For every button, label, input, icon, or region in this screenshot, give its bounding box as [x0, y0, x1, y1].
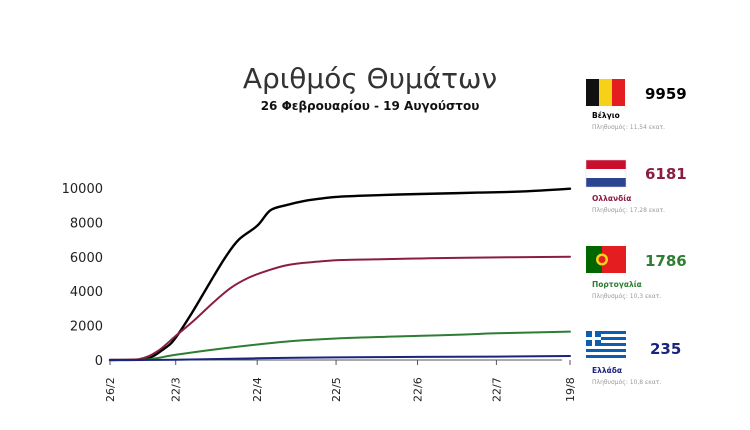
- x-tick-label: 19/8: [564, 377, 577, 402]
- series-line-greece: [109, 355, 571, 361]
- y-tick-label: 10000: [62, 182, 103, 197]
- legend-name-netherlands: Ολλανδία: [592, 194, 631, 203]
- legend-item-portugal: 1786 Πορτογαλία Πληθυσμός: 10,3 εκατ.: [586, 246, 687, 300]
- x-tick-label: 22/4: [251, 377, 264, 402]
- y-tick-label: 2000: [70, 320, 103, 335]
- series-line-portugal: [109, 330, 571, 361]
- axis-layer: 0 2000 4000 6000 8000 10000 26/2 22/3 22/4 22/5 22…: [62, 182, 577, 402]
- legend-note-greece: Πληθυσμός: 10,8 εκατ.: [592, 379, 661, 386]
- legend-name-portugal: Πορτογαλία: [592, 280, 642, 289]
- legend-item-greece: 235 Ελλάδα Πληθυσμός: 10,8 εκατ.: [586, 331, 681, 386]
- legend-note-belgium: Πληθυσμός: 11,54 εκατ.: [592, 124, 665, 131]
- y-tick-label: 8000: [70, 216, 103, 231]
- legend-name-greece: Ελλάδα: [592, 366, 622, 375]
- legend-note-portugal: Πληθυσμός: 10,3 εκατ.: [592, 293, 661, 300]
- chart-title: Αριθμός Θυμάτων: [243, 62, 497, 95]
- legend-item-belgium: 9959 Βέλγιο Πληθυσμός: 11,54 εκατ.: [586, 79, 687, 131]
- chart-subtitle: 26 Φεβρουαρίου - 19 Αυγούστου: [261, 99, 480, 113]
- x-tick-label: 22/6: [412, 377, 425, 402]
- x-tick-label: 22/5: [330, 377, 343, 402]
- lines-layer: [108, 187, 572, 362]
- x-tick-label: 22/7: [490, 377, 503, 402]
- legend-value-portugal: 1786: [645, 252, 687, 270]
- legend-note-netherlands: Πληθυσμός: 17,28 εκατ.: [592, 207, 665, 214]
- y-tick-label: 0: [95, 354, 103, 369]
- belgium-flag-icon: [586, 79, 625, 106]
- x-tick-label: 22/3: [170, 377, 183, 402]
- portugal-flag-icon: [586, 246, 626, 273]
- legend-value-netherlands: 6181: [645, 165, 687, 183]
- greece-flag-icon: [586, 331, 626, 358]
- legend-item-netherlands: 6181 Ολλανδία Πληθυσμός: 17,28 εκατ.: [585, 159, 687, 214]
- y-tick-label: 4000: [70, 285, 103, 300]
- netherlands-flag-icon: [585, 159, 627, 188]
- x-tick-label: 26/2: [104, 377, 117, 402]
- y-tick-label: 6000: [70, 251, 103, 266]
- legend-value-belgium: 9959: [645, 85, 687, 103]
- series-line-netherlands: [109, 255, 571, 361]
- legend-name-belgium: Βέλγιο: [592, 111, 620, 120]
- legend-value-greece: 235: [650, 340, 681, 358]
- legend: 9959 Βέλγιο Πληθυσμός: 11,54 εκατ. 6181 …: [585, 79, 687, 386]
